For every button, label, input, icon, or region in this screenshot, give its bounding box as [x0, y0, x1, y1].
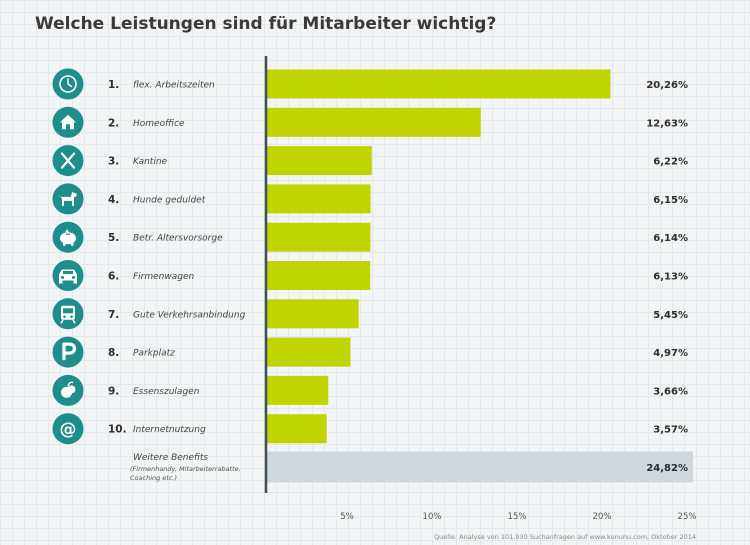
rank-label: 2.: [108, 117, 119, 129]
x-tick-label: 25%: [678, 512, 697, 522]
category-label: Essenszulagen: [133, 387, 200, 397]
other-benefits-label: Weitere Benefits: [133, 453, 208, 463]
x-tick-label: 20%: [593, 512, 612, 522]
category-label: Betr. Altersvorsorge: [133, 234, 223, 244]
other-benefits-row: Weitere Benefits (Firmenhandy, Mitarbeite…: [130, 451, 693, 483]
chart-row: 4. Hunde geduldet 6,15%: [52, 183, 688, 215]
chart-row: 2. Homeoffice 12,63%: [52, 106, 688, 138]
chart-row: @10. Internetnutzung 3,57%: [52, 413, 688, 445]
chart-row: 6. Firmenwagen 6,13%: [52, 260, 688, 291]
rank-label: 1.: [108, 79, 119, 91]
value-label: 6,22%: [653, 157, 688, 168]
cutlery-icon: [52, 145, 84, 177]
category-label: Kantine: [133, 157, 168, 167]
chart-row: 9. Essenszulagen 3,66%: [52, 374, 688, 406]
piggy-bank-icon: [52, 221, 84, 253]
svg-text:@: @: [60, 420, 77, 440]
x-axis-ticks: 5% 10% 15% 20% 25%: [340, 512, 696, 522]
value-label: 5,45%: [653, 310, 688, 321]
fruit-icon: [52, 374, 84, 406]
chart-title: Welche Leistungen sind für Mitarbeiter w…: [35, 14, 496, 34]
parking-icon: [52, 336, 84, 368]
chart-row: 5. Betr. Altersvorsorge 6,14%: [52, 221, 688, 253]
chart-row: 1. flex. Arbeitszeiten 20,26%: [52, 68, 688, 100]
bar: [266, 146, 372, 176]
category-label: Homeoffice: [133, 119, 185, 129]
dog-icon: [52, 183, 84, 215]
rank-label: 7.: [108, 309, 119, 321]
value-label: 20,26%: [646, 80, 688, 91]
bus-icon: [52, 298, 84, 330]
chart-rows: 1. flex. Arbeitszeiten 20,26% 2. Homeoffice 1…: [52, 68, 693, 483]
source-note: Quelle: Analyse von 101.930 Suchanfragen…: [434, 533, 696, 541]
rank-label: 5.: [108, 232, 119, 244]
bar: [266, 337, 351, 367]
chart-row: 7. Gute Verkehrsanbindung 5,45%: [52, 298, 688, 330]
bar: [266, 184, 371, 214]
x-tick-label: 5%: [340, 512, 354, 522]
value-label: 6,13%: [653, 272, 688, 283]
other-benefits-bar: [266, 451, 693, 483]
other-benefits-sublabel: Coaching etc.): [130, 474, 177, 482]
value-label: 6,14%: [653, 233, 688, 244]
category-label: Parkplatz: [133, 349, 175, 359]
value-label: 3,66%: [653, 386, 688, 397]
rank-label: 10.: [108, 424, 127, 436]
bar: [266, 107, 481, 137]
house-icon: [52, 106, 84, 138]
bar: [266, 375, 329, 405]
category-label: Internetnutzung: [133, 425, 206, 435]
other-benefits-sublabel: (Firmenhandy, Mitarbeiterrabatte,: [130, 465, 241, 473]
value-label: 6,15%: [653, 195, 688, 206]
clock-icon: [52, 68, 84, 100]
rank-label: 8.: [108, 347, 119, 359]
x-tick-label: 15%: [508, 512, 527, 522]
rank-label: 9.: [108, 385, 119, 397]
rank-label: 4.: [108, 194, 119, 206]
car-icon: [52, 260, 84, 291]
bar: [266, 69, 611, 99]
value-label: 3,57%: [653, 425, 688, 436]
at-sign-icon: @: [52, 413, 84, 445]
value-label: 4,97%: [653, 348, 688, 359]
chart-row: 3. Kantine 6,22%: [52, 145, 688, 177]
other-benefits-value: 24,82%: [646, 463, 688, 474]
bar: [266, 414, 327, 444]
category-label: Hunde geduldet: [133, 195, 206, 205]
category-label: flex. Arbeitszeiten: [133, 81, 215, 91]
x-tick-label: 10%: [423, 512, 442, 522]
bar: [266, 222, 371, 252]
category-label: Firmenwagen: [133, 272, 195, 282]
category-label: Gute Verkehrsanbindung: [133, 310, 246, 320]
chart-row: 8. Parkplatz 4,97%: [52, 336, 688, 368]
bar: [266, 299, 359, 329]
value-label: 12,63%: [646, 118, 688, 129]
rank-label: 6.: [108, 271, 119, 283]
rank-label: 3.: [108, 156, 119, 168]
bar: [266, 261, 371, 290]
